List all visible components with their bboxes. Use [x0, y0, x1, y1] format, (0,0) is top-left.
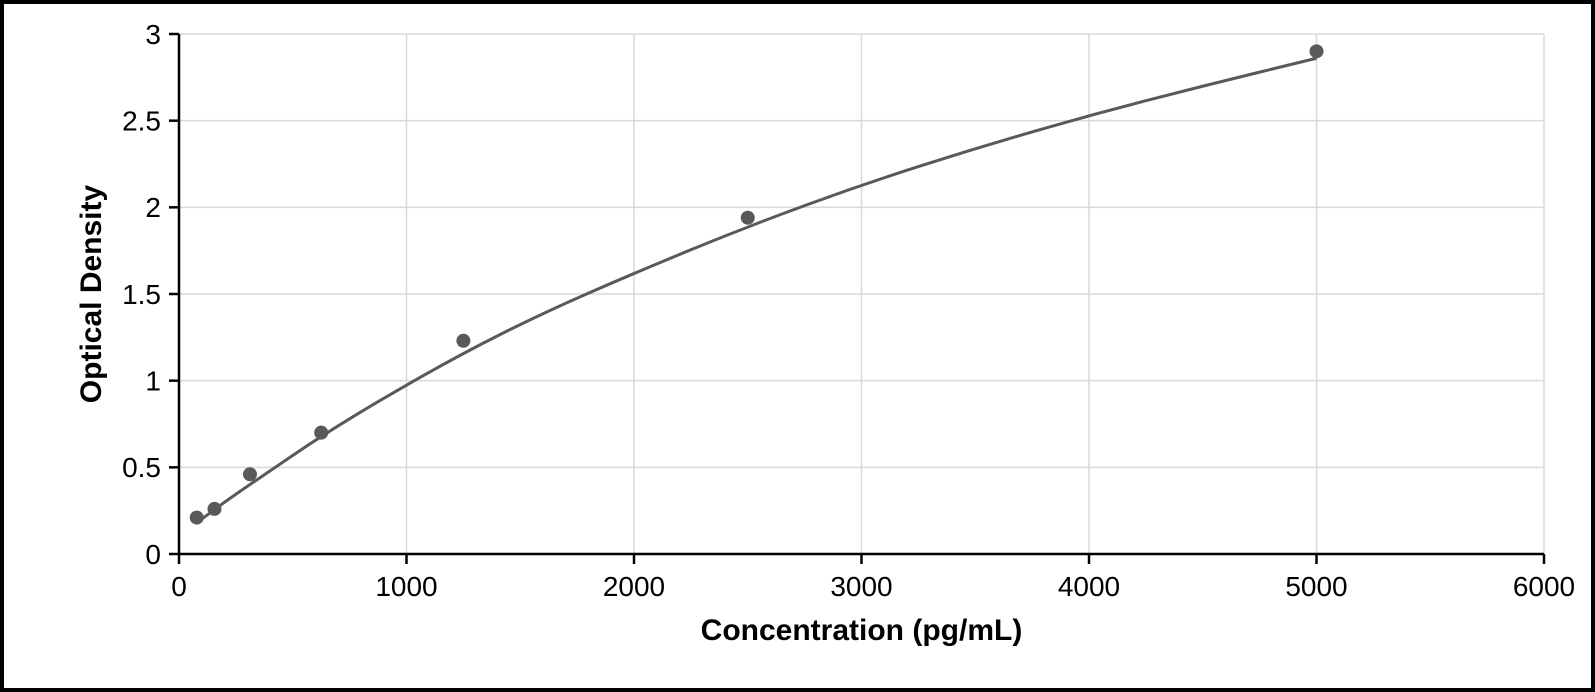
y-tick-label: 2.5: [122, 105, 161, 136]
x-tick-label: 3000: [830, 571, 892, 602]
x-tick-label: 4000: [1058, 571, 1120, 602]
y-axis-label: Optical Density: [75, 184, 108, 403]
y-tick-label: 0.5: [122, 452, 161, 483]
chart-background: [4, 4, 1591, 688]
y-tick-label: 1: [145, 365, 161, 396]
y-tick-label: 3: [145, 19, 161, 50]
chart-frame: 0 1000 2000 3000 4000 5000 6000 0 0.5 1 1.5 2 2.5 3 Co…: [0, 0, 1595, 692]
standard-curve-chart: 0 1000 2000 3000 4000 5000 6000 0 0.5 1 1.5 2 2.5 3 Co…: [4, 4, 1591, 688]
data-point: [243, 467, 257, 481]
data-point: [314, 426, 328, 440]
y-tick-label: 1.5: [122, 279, 161, 310]
x-tick-label: 1000: [375, 571, 437, 602]
x-axis-label: Concentration (pg/mL): [701, 614, 1023, 647]
data-point: [190, 511, 204, 525]
data-point: [1310, 44, 1324, 58]
data-point: [207, 502, 221, 516]
x-tick-label: 6000: [1513, 571, 1575, 602]
data-point: [456, 334, 470, 348]
y-tick-label: 2: [145, 192, 161, 223]
x-tick-label: 2000: [603, 571, 665, 602]
x-tick-label: 5000: [1285, 571, 1347, 602]
y-tick-label: 0: [145, 539, 161, 570]
x-tick-label: 0: [171, 571, 187, 602]
data-point: [741, 211, 755, 225]
